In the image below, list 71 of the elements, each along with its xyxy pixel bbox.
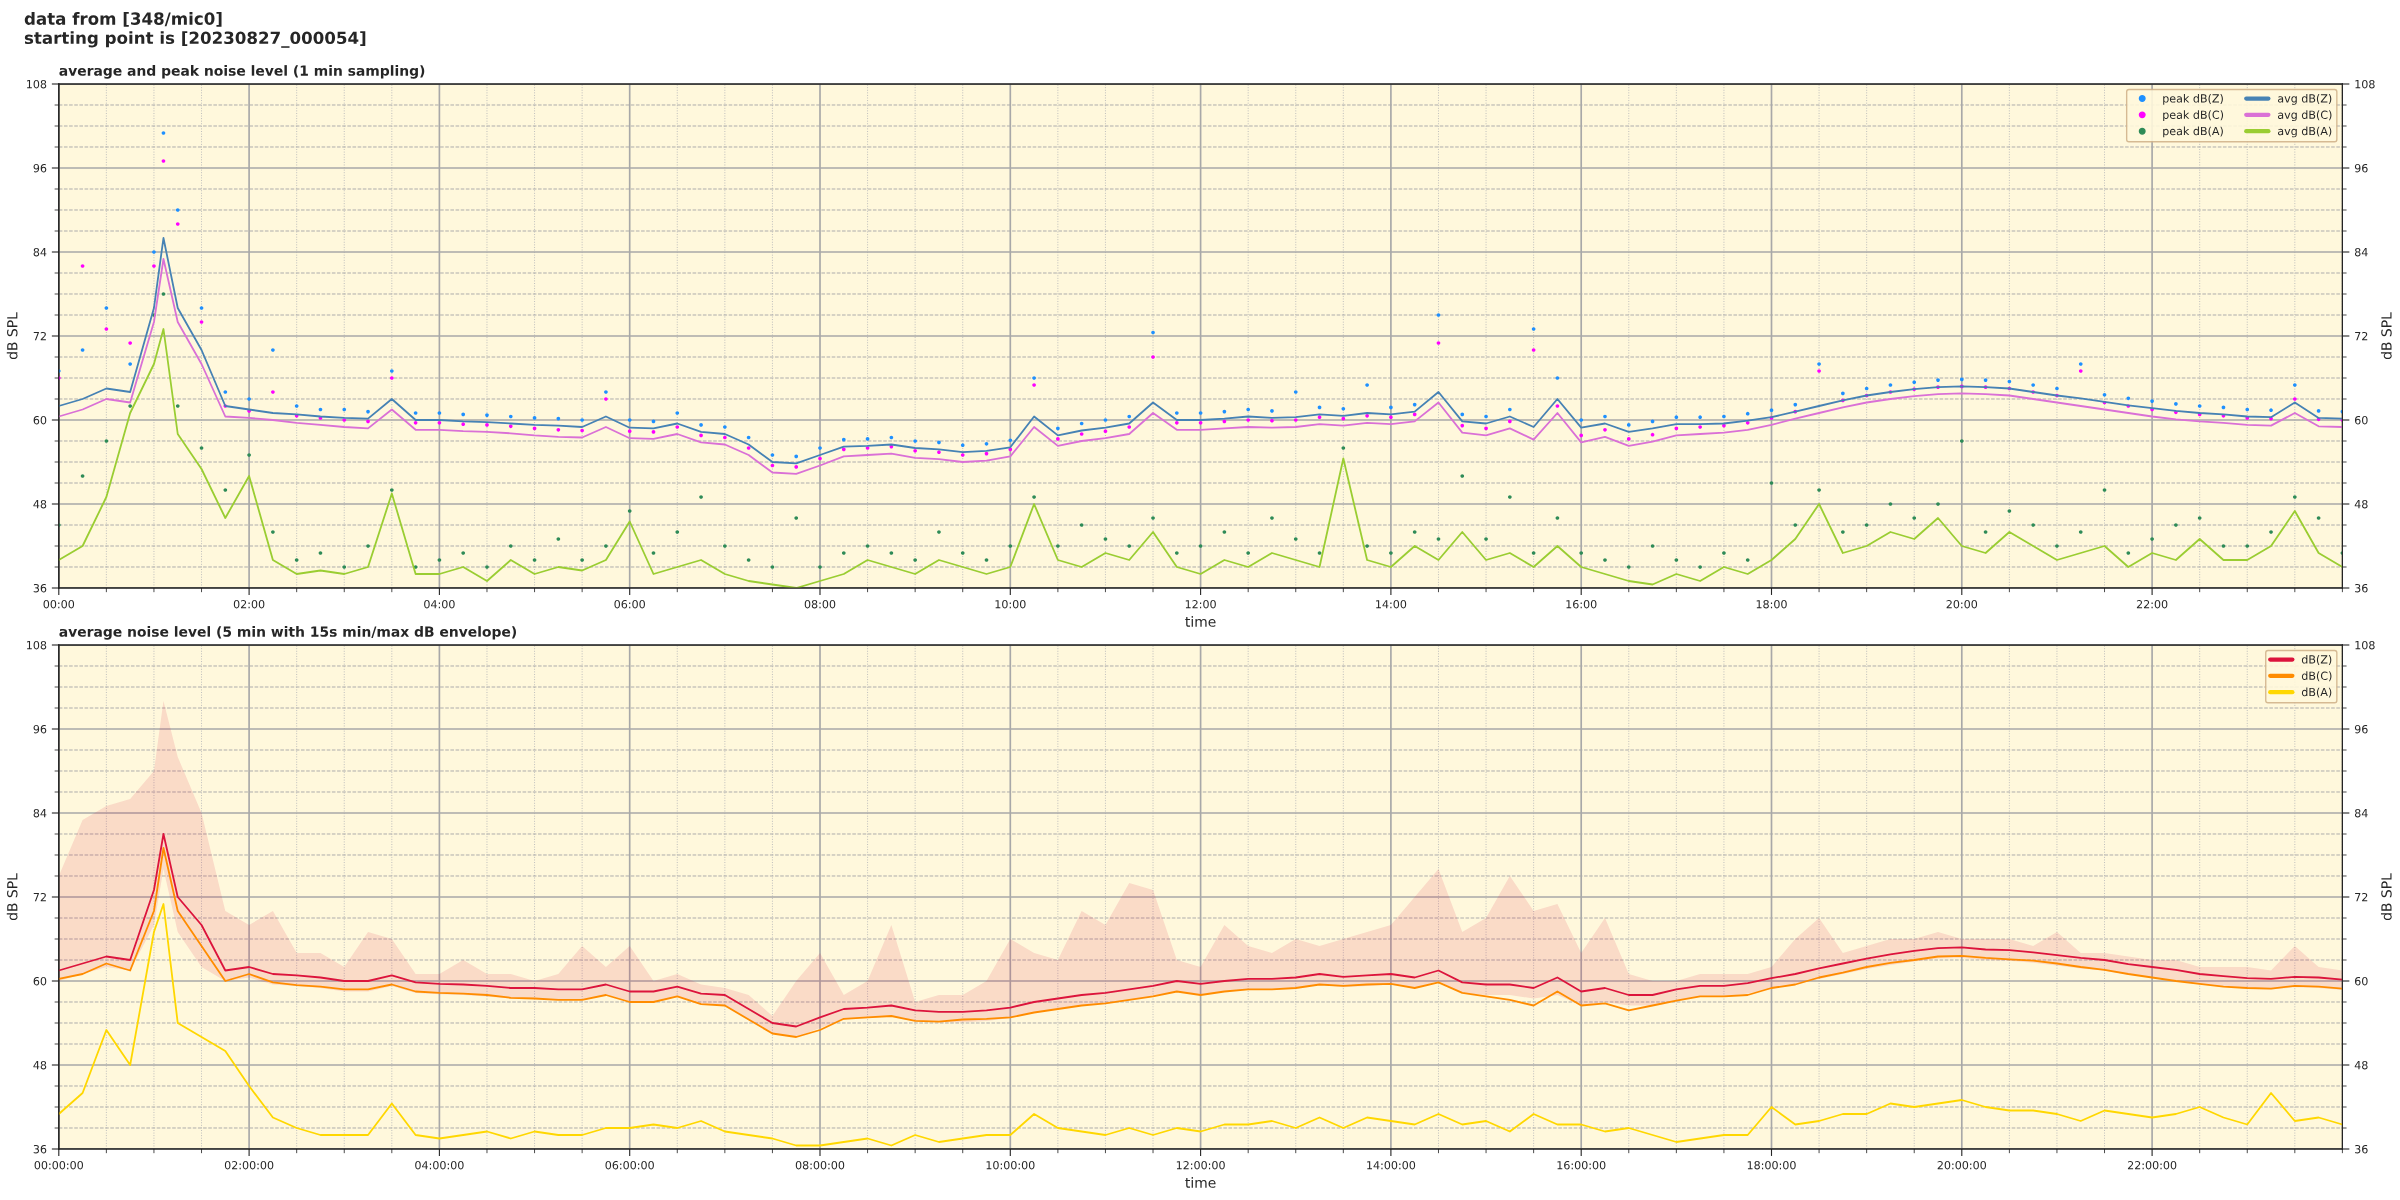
legend-label: peak dB(A) <box>2163 126 2223 138</box>
x-tick-label: 22:00 <box>2136 600 2168 609</box>
y2-tick-label: 96 <box>2354 163 2368 173</box>
x-tick-label: 10:00 <box>995 600 1026 609</box>
legend-label: dB(Z) <box>2301 655 2332 665</box>
y2-tick-label: 60 <box>2354 976 2368 986</box>
x-tick-label: 20:00:00 <box>1937 1161 1987 1170</box>
x-tick-label: 10:00:00 <box>986 1161 1035 1170</box>
y-tick-label: 72 <box>33 892 46 902</box>
x-tick-label: 00:00:00 <box>34 1161 84 1170</box>
x-tick-label: 06:00:00 <box>605 1161 654 1170</box>
x-tick-label: 02:00:00 <box>224 1161 274 1170</box>
y-tick-label: 108 <box>27 640 47 650</box>
y2-tick-label: 96 <box>2354 724 2368 734</box>
legend-label: peak dB(Z) <box>2163 94 2223 105</box>
x-tick-label: 20:00 <box>1946 600 1978 609</box>
x-tick-label: 02:00 <box>233 600 265 609</box>
y-tick-label: 96 <box>33 163 47 173</box>
y2-tick-label: 72 <box>2355 892 2368 902</box>
legend-label: peak dB(C) <box>2163 110 2224 122</box>
x-tick-label: 14:00:00 <box>1367 1161 1416 1170</box>
y2-tick-label: 84 <box>2354 247 2368 257</box>
y2-tick-label: 108 <box>2355 640 2375 650</box>
y-tick-label: 60 <box>33 976 47 986</box>
y2-tick-label: 36 <box>2355 583 2368 593</box>
x-tick-label: 04:00 <box>424 600 455 609</box>
y2-tick-label: 36 <box>2355 1144 2368 1154</box>
x-tick-label: 08:00:00 <box>795 1161 845 1170</box>
legend-label: dB(A) <box>2301 687 2332 698</box>
y-axis-title: dB SPL <box>6 873 18 921</box>
y-tick-label: 48 <box>33 1060 47 1070</box>
y2-tick-label: 108 <box>2355 79 2375 89</box>
x-tick-label: 16:00 <box>1566 600 1597 609</box>
y2-tick-label: 48 <box>2354 499 2368 509</box>
x-tick-label: 12:00:00 <box>1176 1161 1225 1170</box>
x-tick-label: 04:00:00 <box>415 1161 464 1170</box>
y-tick-label: 48 <box>33 499 47 509</box>
chart-title: average and peak noise level (1 min sampling) <box>59 65 425 79</box>
y2-axis-title: dB SPL <box>2380 873 2392 921</box>
x-axis-title: time <box>1185 616 1216 627</box>
x-tick-label: 08:00 <box>804 600 836 609</box>
y-tick-label: 60 <box>33 415 47 425</box>
x-tick-label: 00:00 <box>43 600 75 609</box>
y-tick-label: 96 <box>33 724 47 734</box>
x-tick-label: 14:00 <box>1376 600 1407 609</box>
y-tick-label: 72 <box>33 331 46 341</box>
y2-tick-label: 84 <box>2354 808 2368 818</box>
y-tick-label: 36 <box>33 1144 47 1154</box>
y2-tick-label: 48 <box>2354 1060 2368 1070</box>
x-axis-title: time <box>1185 1177 1216 1188</box>
y2-tick-label: 72 <box>2355 331 2368 341</box>
x-tick-label: 18:00 <box>1756 600 1787 609</box>
x-tick-label: 18:00:00 <box>1747 1161 1796 1170</box>
x-tick-label: 06:00 <box>614 600 645 609</box>
legend-label: avg dB(Z) <box>2277 94 2332 105</box>
y-tick-label: 84 <box>33 247 47 257</box>
x-tick-label: 22:00:00 <box>2127 1161 2177 1170</box>
x-tick-label: 12:00 <box>1185 600 1216 609</box>
y-axis-title: dB SPL <box>6 312 18 360</box>
y-tick-label: 36 <box>33 583 47 593</box>
y2-axis-title: dB SPL <box>2380 312 2392 360</box>
legend-label: avg dB(C) <box>2277 110 2332 122</box>
text: starting point is [20230827_000054] <box>24 31 366 48</box>
y2-tick-label: 60 <box>2354 415 2368 425</box>
x-tick-label: 16:00:00 <box>1557 1161 1606 1170</box>
text: data from [348/mic0] <box>24 12 222 27</box>
legend-label: dB(C) <box>2301 671 2332 682</box>
y-tick-label: 108 <box>27 79 47 89</box>
y-tick-label: 84 <box>33 808 47 818</box>
legend-label: avg dB(A) <box>2277 126 2332 138</box>
chart-title: average noise level (5 min with 15s min/max dB envelope) <box>59 626 517 640</box>
